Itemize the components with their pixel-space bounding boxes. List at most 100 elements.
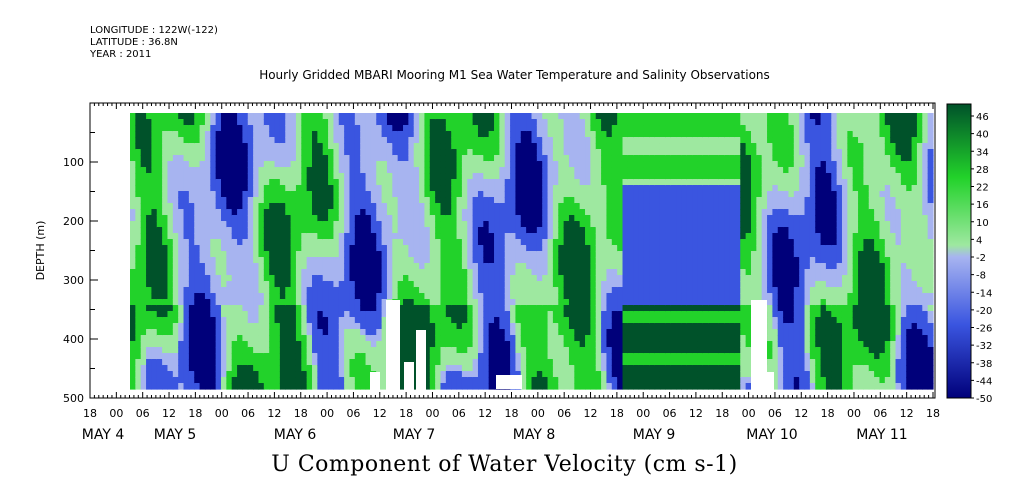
heatmap-cell: [306, 113, 313, 120]
heatmap-cell: [167, 137, 174, 144]
heatmap-cell: [552, 125, 559, 132]
heatmap-cell: [242, 377, 249, 384]
heatmap-cell: [253, 371, 260, 378]
heatmap-cell: [681, 155, 688, 162]
heatmap-cell: [638, 251, 645, 258]
heatmap-cell: [403, 155, 409, 162]
heatmap-cell: [670, 359, 677, 366]
heatmap-cell: [558, 305, 565, 312]
heatmap-cell: [354, 269, 361, 276]
heatmap-cell: [445, 377, 452, 384]
heatmap-cell: [253, 287, 260, 294]
heatmap-cell: [467, 179, 474, 186]
heatmap-cell: [568, 119, 575, 126]
heatmap-cell: [435, 269, 442, 276]
heatmap-cell: [510, 155, 517, 162]
heatmap-cell: [295, 317, 302, 324]
heatmap-cell: [199, 233, 206, 240]
heatmap-cell: [595, 113, 602, 120]
heatmap-cell: [515, 281, 522, 288]
heatmap-cell: [676, 137, 682, 144]
heatmap-cell: [445, 119, 452, 126]
longitude-label: LONGITUDE : 122W(-122): [90, 25, 218, 36]
heatmap-cell: [135, 251, 142, 258]
heatmap-cell: [226, 317, 233, 324]
heatmap-cell: [617, 227, 624, 234]
heatmap-cell: [702, 275, 709, 282]
heatmap-cell: [258, 287, 265, 294]
heatmap-cell: [146, 383, 153, 390]
heatmap-cell: [649, 113, 656, 120]
heatmap-cell: [627, 239, 634, 246]
heatmap-cell: [590, 173, 597, 180]
heatmap-cell: [531, 329, 538, 336]
heatmap-cell: [279, 383, 286, 390]
heatmap-cell: [194, 293, 201, 300]
heatmap-cell: [274, 161, 281, 168]
heatmap-cell: [552, 119, 559, 126]
heatmap-cell: [221, 299, 227, 306]
heatmap-cell: [627, 227, 634, 234]
heatmap-cell: [520, 197, 527, 204]
heatmap-cell: [269, 125, 276, 132]
heatmap-cell: [140, 197, 147, 204]
heatmap-cell: [649, 383, 656, 390]
heatmap-cell: [451, 131, 458, 138]
heatmap-cell: [204, 341, 211, 348]
heatmap-cell: [290, 329, 297, 336]
heatmap-cell: [445, 311, 452, 318]
heatmap-cell: [253, 125, 260, 132]
heatmap-cell: [574, 197, 581, 204]
heatmap-cell: [697, 347, 704, 354]
heatmap-cell: [563, 317, 570, 324]
heatmap-cell: [558, 365, 565, 372]
heatmap-cell: [461, 305, 468, 312]
heatmap-cell: [424, 365, 431, 372]
heatmap-cell: [146, 287, 153, 294]
heatmap-cell: [574, 173, 581, 180]
heatmap-cell: [676, 251, 682, 258]
heatmap-cell: [204, 371, 211, 378]
heatmap-cell: [552, 353, 559, 360]
heatmap-cell: [665, 323, 672, 330]
heatmap-cell: [568, 281, 575, 288]
heatmap-cell: [231, 365, 238, 372]
heatmap-cell: [574, 347, 581, 354]
heatmap-cell: [585, 383, 591, 390]
heatmap-cell: [461, 377, 468, 384]
heatmap-cell: [611, 293, 618, 300]
heatmap-cell: [574, 233, 581, 240]
heatmap-cell: [183, 245, 190, 252]
heatmap-cell: [349, 191, 356, 198]
heatmap-cell: [349, 155, 356, 162]
heatmap-cell: [643, 293, 650, 300]
heatmap-cell: [542, 215, 549, 222]
heatmap-cell: [611, 353, 618, 360]
heatmap-cell: [477, 281, 484, 288]
heatmap-cell: [354, 233, 361, 240]
heatmap-cell: [477, 305, 484, 312]
heatmap-cell: [633, 131, 640, 138]
heatmap-cell: [504, 137, 511, 144]
heatmap-cell: [568, 293, 575, 300]
heatmap-cell: [429, 353, 436, 360]
heatmap-cell: [659, 377, 666, 384]
heatmap-cell: [531, 335, 538, 342]
heatmap-cell: [386, 269, 393, 276]
heatmap-cell: [659, 239, 666, 246]
heatmap-cell: [226, 287, 233, 294]
heatmap-cell: [285, 383, 292, 390]
heatmap-cell: [333, 257, 340, 264]
heatmap-cell: [665, 377, 672, 384]
heatmap-cell: [156, 323, 163, 330]
heatmap-cell: [510, 365, 517, 372]
heatmap-cell: [403, 257, 409, 264]
heatmap-cell: [483, 149, 490, 156]
heatmap-cell: [285, 317, 292, 324]
heatmap-cell: [654, 185, 661, 192]
heatmap-cell: [269, 287, 276, 294]
heatmap-cell: [681, 113, 688, 120]
heatmap-cell: [370, 245, 377, 252]
heatmap-cell: [445, 113, 452, 120]
heatmap-cell: [424, 353, 431, 360]
